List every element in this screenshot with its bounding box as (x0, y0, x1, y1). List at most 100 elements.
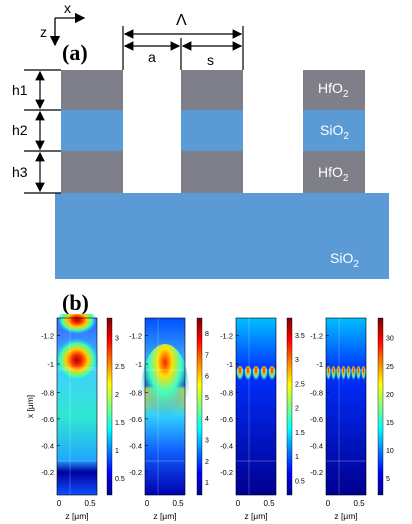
substrate (55, 193, 389, 279)
colorbar-tick-label: 25 (386, 364, 394, 371)
y-tick-label: -0.6 (129, 415, 142, 424)
y-tick-label: -0.8 (220, 388, 233, 397)
field-hotspot (346, 366, 351, 386)
plot-frame (56, 317, 98, 496)
h1-label: h1 (12, 82, 28, 98)
colorbar-tick-label: 2 (115, 392, 119, 399)
x-tick-label: 0.5 (172, 499, 184, 508)
field-hotspot (336, 366, 341, 386)
colorbar (196, 317, 203, 496)
field-map-2 (141, 317, 203, 496)
y-axis-label: x [μm] (25, 395, 35, 418)
x-axis-label: z [μm] (153, 511, 176, 521)
y-tick-label: -1 (135, 360, 142, 369)
field-hotspot (341, 366, 346, 386)
colorbar (106, 317, 113, 496)
colorbar-tick-label: 3 (295, 357, 299, 364)
colorbar-tick-label: 2.5 (115, 364, 125, 371)
colorbar-tick-label: 8 (205, 331, 209, 338)
x-tick-label: 0 (57, 499, 62, 508)
plot-frame (235, 317, 277, 496)
field-hotspot (141, 344, 189, 436)
y-tick-label: -0.2 (129, 468, 142, 477)
colorbar-tick-label: 2 (295, 406, 299, 413)
field-hotspot (331, 366, 336, 386)
x-tick-label: 0 (236, 499, 241, 508)
colorbar-tick-label: 5 (386, 476, 390, 483)
pillar-right (303, 70, 365, 193)
colorbar (377, 317, 384, 496)
y-tick-label: -0.6 (220, 415, 233, 424)
lateral-markers (122, 26, 244, 70)
colorbar-tick-label: 10 (386, 448, 394, 455)
y-tick-label: -0.4 (220, 441, 233, 450)
colorbar-tick-label: 1.5 (115, 420, 125, 427)
colorbar (286, 317, 293, 496)
colorbar-tick-label: 0.5 (115, 476, 125, 483)
y-tick-label: -1.2 (220, 332, 233, 341)
layer2-material-label: SiO2 (320, 122, 349, 142)
y-tick-label: -1.2 (129, 332, 142, 341)
gap-label: a (148, 49, 156, 65)
colorbar-tick-label: 2.5 (295, 381, 305, 388)
substrate-material-label: SiO2 (330, 250, 359, 270)
period-label: Λ (176, 12, 187, 29)
field-map-3 (235, 317, 293, 496)
h2-label: h2 (12, 122, 28, 138)
colorbar-tick-label: 7 (205, 352, 209, 359)
y-tick-label: -1 (226, 360, 233, 369)
y-tick-label: -0.4 (310, 441, 323, 450)
z-axis-label: z (40, 24, 47, 40)
field-hotspot (361, 366, 366, 386)
pillar-middle (181, 70, 243, 193)
x-axis-label: x (64, 0, 71, 16)
h3-label: h3 (12, 164, 28, 180)
panel-b-label: (b) (62, 290, 89, 315)
field-hotspot (356, 366, 361, 386)
height-markers (24, 69, 61, 194)
colorbar-tick-label: 4 (205, 416, 209, 423)
colorbar-tick-label: 30 (386, 336, 394, 343)
y-tick-label: -0.6 (310, 415, 323, 424)
field-hotspot (55, 338, 99, 382)
colorbar-tick-label: 3 (115, 336, 119, 343)
y-tick-label: -0.4 (41, 441, 54, 450)
x-tick-label: 0 (326, 499, 331, 508)
colorbar-tick-label: 1.5 (295, 430, 305, 437)
y-tick-label: -1 (47, 360, 54, 369)
field-map-1 (55, 314, 113, 496)
y-tick-label: -0.2 (310, 468, 323, 477)
x-tick-label: 0 (145, 499, 150, 508)
y-tick-label: -1.2 (41, 332, 54, 341)
colorbar-tick-label: 3 (205, 438, 209, 445)
x-tick-label: 0.5 (84, 499, 96, 508)
schematic (24, 12, 389, 279)
colorbar-tick-label: 1 (115, 448, 119, 455)
colorbar-tick-label: 1 (295, 454, 299, 461)
y-tick-label: -0.4 (129, 441, 142, 450)
layer1-material-label: HfO2 (318, 80, 349, 100)
pillar-left (61, 70, 123, 193)
colorbar-tick-label: 1 (205, 480, 209, 487)
plot-frame (325, 317, 367, 496)
colorbar-tick-label: 15 (386, 420, 394, 427)
y-tick-label: -0.6 (41, 415, 54, 424)
colorbar-tick-label: 2 (205, 459, 209, 466)
field-hotspot (252, 366, 260, 386)
y-tick-label: -1 (316, 360, 323, 369)
y-tick-label: -0.2 (41, 468, 54, 477)
plot-frame (144, 317, 186, 496)
field-hotspot (57, 314, 97, 334)
y-tick-label: -0.8 (310, 388, 323, 397)
x-tick-label: 0.5 (353, 499, 365, 508)
field-image (236, 318, 276, 495)
field-image (326, 318, 366, 495)
field-map-4 (325, 317, 384, 496)
colorbar-tick-label: 0.5 (295, 478, 305, 485)
x-axis-label: z [μm] (334, 511, 357, 521)
y-tick-label: -0.8 (129, 388, 142, 397)
layer3-material-label: HfO2 (318, 164, 349, 184)
panel-a-label: (a) (62, 40, 88, 65)
colorbar-tick-label: 3.5 (295, 333, 305, 340)
